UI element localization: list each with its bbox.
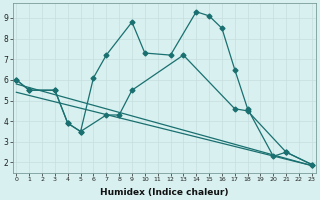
X-axis label: Humidex (Indice chaleur): Humidex (Indice chaleur): [100, 188, 228, 197]
